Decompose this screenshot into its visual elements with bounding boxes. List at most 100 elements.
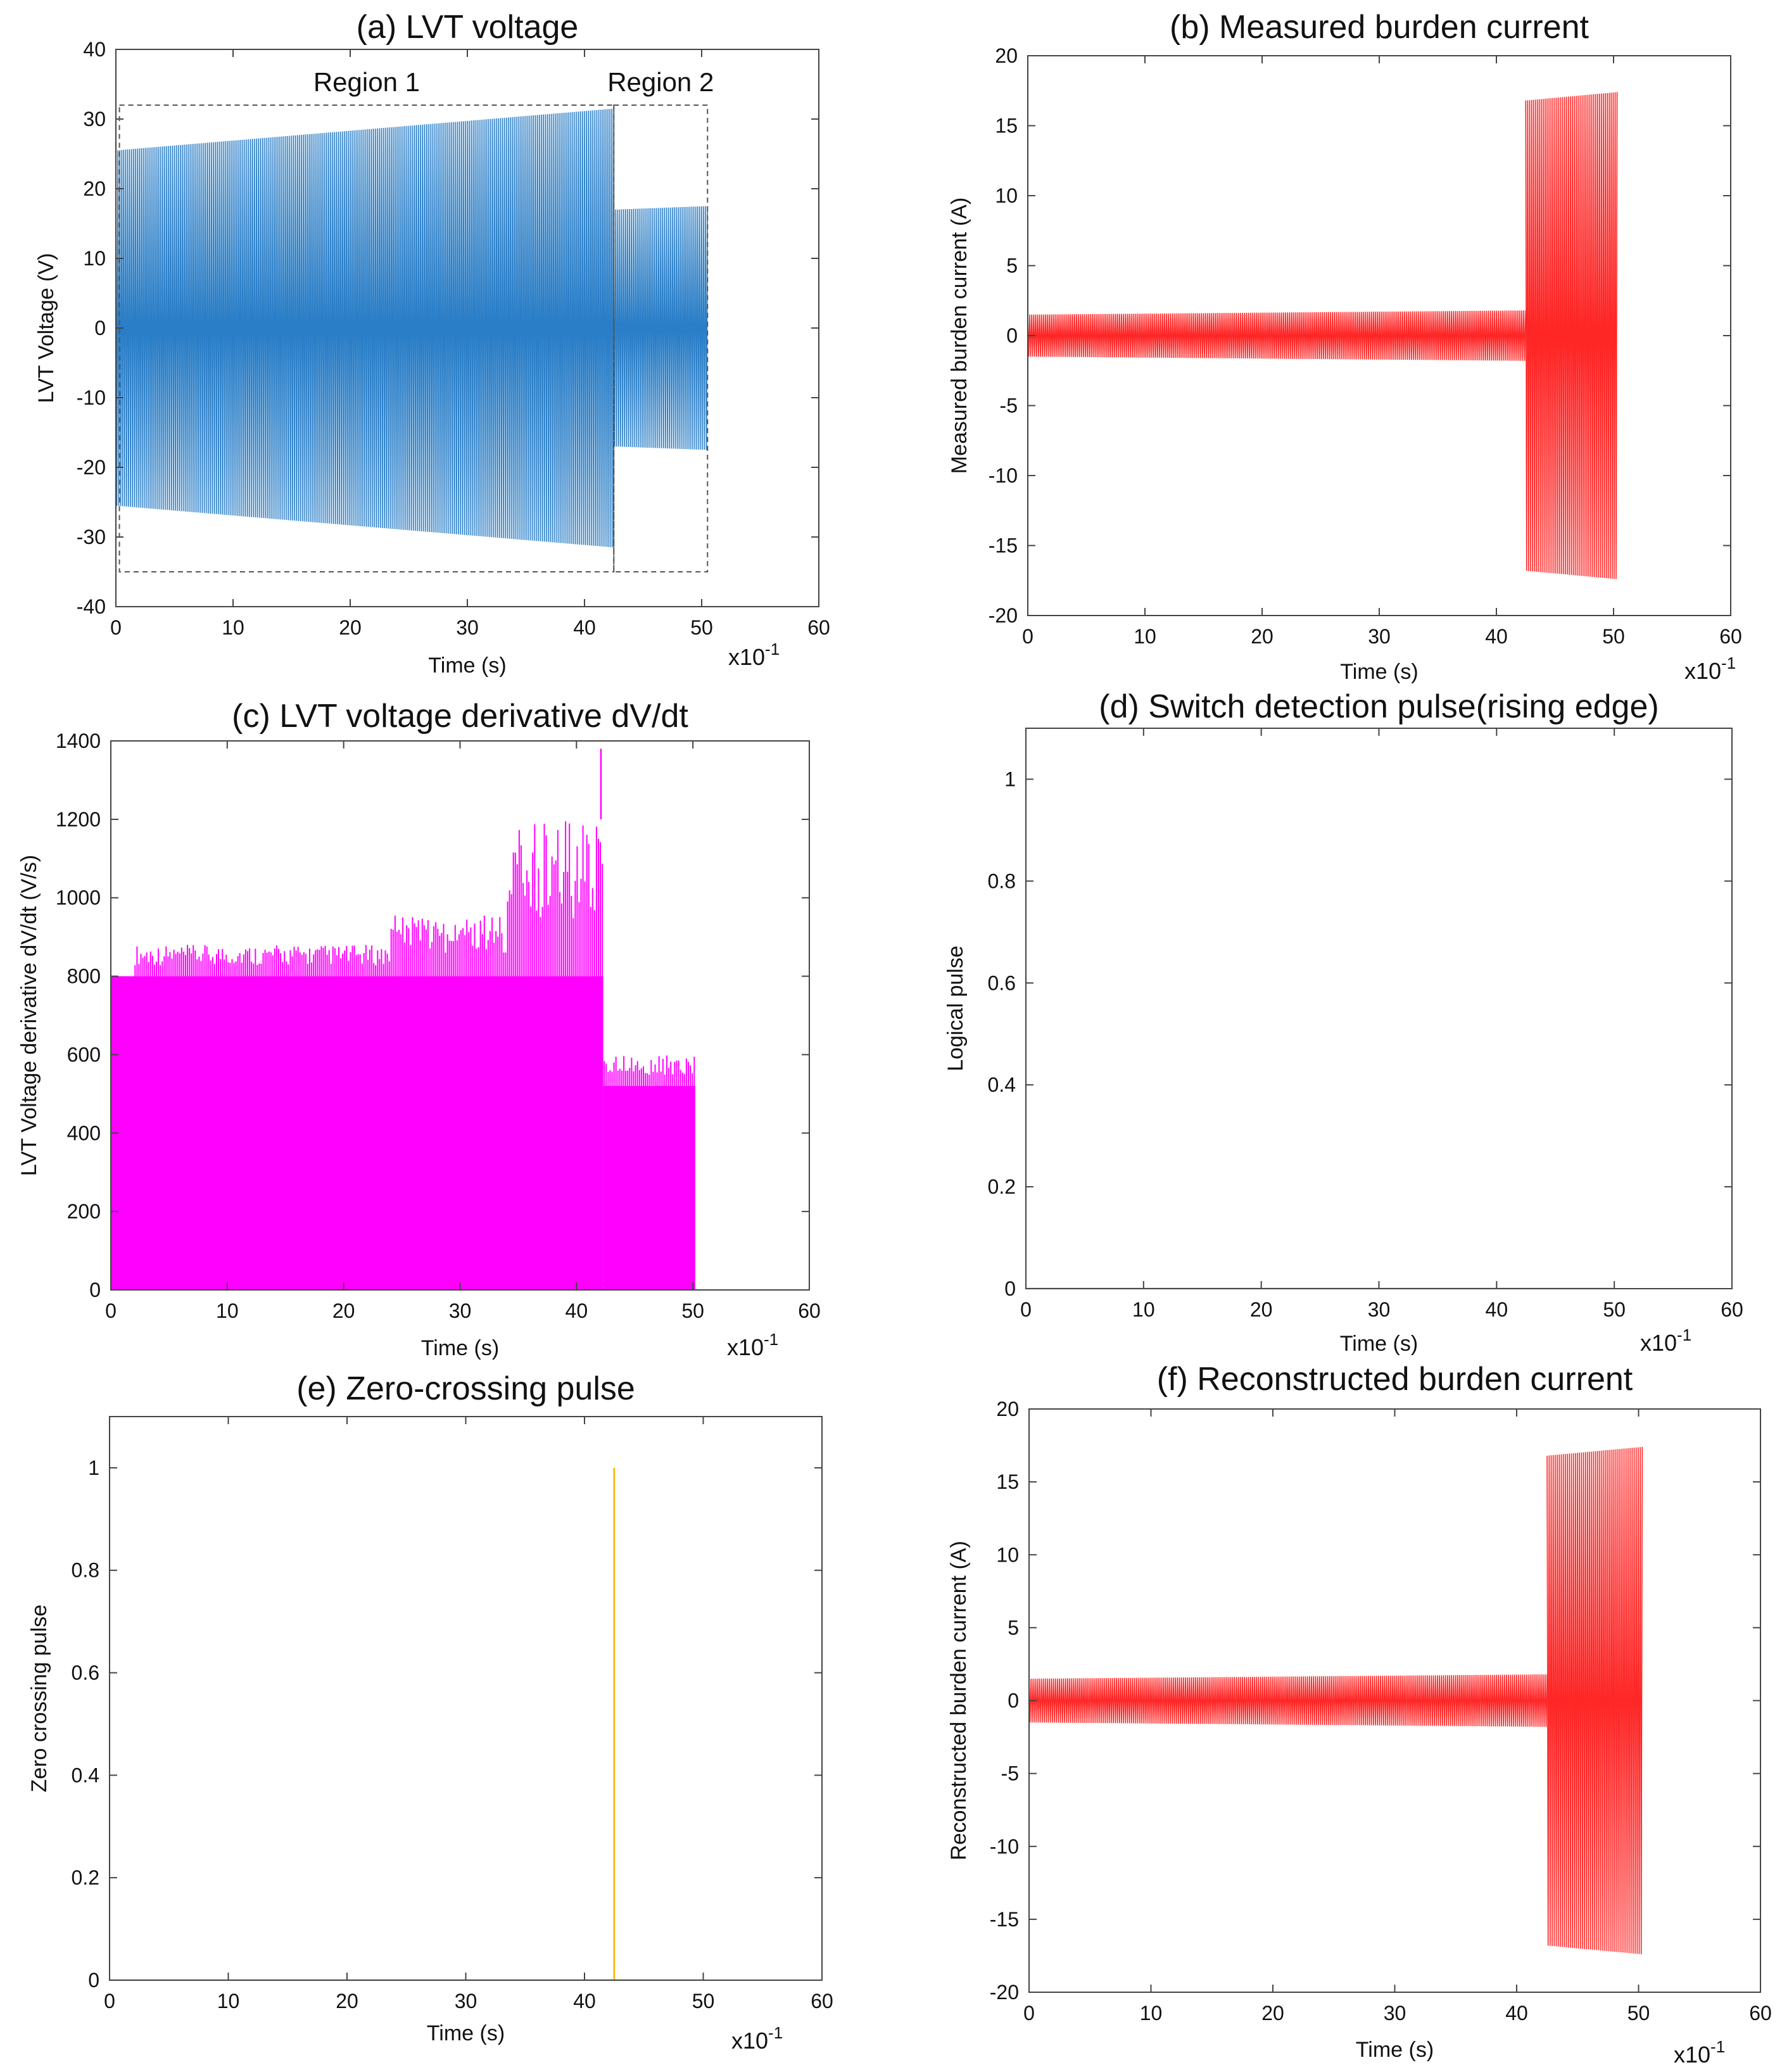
panel-d-xlabel: Time (s) bbox=[1340, 1332, 1418, 1356]
panel-e-series-0-line bbox=[110, 1467, 704, 1980]
region-label-1: Region 1 bbox=[313, 67, 420, 97]
panel-f-ytick-label: 20 bbox=[996, 1398, 1019, 1420]
panel-c-xtick-label: 30 bbox=[449, 1299, 472, 1322]
panel-d-ytick-label: 0.8 bbox=[988, 869, 1016, 892]
panel-e: (e) Zero-crossing pulse 0 10 20 30 40 50 60 0 0.2… bbox=[27, 1370, 833, 2054]
panel-c-xtick-label: 40 bbox=[566, 1299, 588, 1322]
panel-a-title: (a) LVT voltage bbox=[357, 9, 579, 46]
panel-c-series-0-fill-1 bbox=[603, 1085, 695, 1290]
panel-f-xlabel: Time (s) bbox=[1356, 2038, 1434, 2062]
panel-d-ylabel: Logical pulse bbox=[944, 945, 968, 1071]
panel-b-xtick-label: 60 bbox=[1719, 625, 1742, 648]
panel-d-ytick-label: 0.6 bbox=[988, 971, 1016, 994]
panel-a-ytick-label: -10 bbox=[77, 386, 106, 409]
panel-c-series-0-spikes-2 bbox=[507, 821, 603, 976]
panel-a-xtick-label: 30 bbox=[456, 616, 479, 639]
panel-e-data bbox=[110, 1467, 704, 1980]
panel-b-ylabel: Measured burden current (A) bbox=[947, 198, 971, 474]
panel-f-series-0-segment-1 bbox=[1546, 1446, 1643, 1955]
panel-c-xtick-label: 50 bbox=[681, 1299, 704, 1322]
panel-c-series-0-spikes-1 bbox=[390, 915, 507, 976]
panel-c-xlabel: Time (s) bbox=[421, 1336, 499, 1360]
panel-d: (d) Switch detection pulse(rising edge) 0… bbox=[944, 688, 1743, 1356]
panel-e-ytick-label: 0.2 bbox=[72, 1866, 99, 1889]
panel-e-ytick-label: 1 bbox=[88, 1456, 99, 1479]
panel-e-xlabel: Time (s) bbox=[427, 2021, 505, 2045]
panel-b-series-0-segment-0 bbox=[1028, 310, 1527, 361]
panel-b-ytick-label: 10 bbox=[995, 184, 1018, 207]
panel-d-x-exponent: x10-1 bbox=[1640, 1325, 1691, 1356]
panel-f-x-exponent: x10-1 bbox=[1674, 2037, 1725, 2068]
panel-a-xtick-label: 10 bbox=[222, 616, 244, 639]
panel-f-series-0-segment-0 bbox=[1029, 1674, 1548, 1727]
panel-d-title: (d) Switch detection pulse(rising edge) bbox=[1099, 688, 1659, 725]
panel-a-ytick-label: 20 bbox=[83, 177, 106, 200]
panel-e-ytick-label: 0.8 bbox=[72, 1559, 99, 1582]
panel-b-ytick-label: -20 bbox=[989, 604, 1018, 627]
panel-a-ytick-label: -40 bbox=[77, 595, 106, 618]
panel-b-title: (b) Measured burden current bbox=[1170, 9, 1589, 46]
panel-a-xtick-label: 50 bbox=[690, 616, 713, 639]
panel-d-xtick-label: 10 bbox=[1132, 1298, 1155, 1321]
panel-c-xtick-label: 10 bbox=[216, 1299, 239, 1322]
panel-c-ytick-label: 200 bbox=[67, 1200, 101, 1223]
panel-a-series-0-segment-1 bbox=[613, 206, 709, 450]
panel-a-xtick-label: 60 bbox=[807, 616, 830, 639]
panel-c-ytick-label: 1000 bbox=[56, 887, 101, 909]
panel-f-ytick-label: 15 bbox=[996, 1470, 1019, 1493]
panel-b-xtick-label: 30 bbox=[1368, 625, 1391, 648]
panel-e-x-exponent: x10-1 bbox=[731, 2023, 783, 2054]
panel-d-xtick-label: 50 bbox=[1603, 1298, 1626, 1321]
panel-b-xtick-label: 0 bbox=[1022, 625, 1033, 648]
panel-e-ytick-label: 0 bbox=[88, 1969, 99, 1992]
panel-e-xtick-label: 60 bbox=[811, 1990, 833, 2012]
panel-c-xtick-label: 0 bbox=[105, 1299, 117, 1322]
panel-c-ylabel: LVT Voltage derivative dV/dt (V/s) bbox=[17, 855, 41, 1176]
panel-e-title: (e) Zero-crossing pulse bbox=[296, 1370, 635, 1407]
panel-b-xlabel: Time (s) bbox=[1340, 660, 1418, 684]
panel-e-xtick-label: 40 bbox=[573, 1990, 596, 2012]
panel-c-xtick-label: 20 bbox=[332, 1299, 355, 1322]
panel-d-ytick-label: 0.2 bbox=[988, 1175, 1016, 1198]
panel-a-ylabel: LVT Voltage (V) bbox=[34, 253, 58, 403]
panel-a-ytick-label: 30 bbox=[83, 108, 106, 130]
panel-e-xtick-label: 10 bbox=[217, 1990, 240, 2012]
panel-b-xtick-label: 40 bbox=[1485, 625, 1508, 648]
panel-f-xtick-label: 40 bbox=[1505, 2002, 1528, 2025]
panel-d-xtick-label: 60 bbox=[1721, 1298, 1743, 1321]
panel-b-ytick-label: -5 bbox=[1000, 395, 1018, 417]
panel-d-ytick-label: 0.4 bbox=[988, 1073, 1016, 1096]
panel-f-xtick-label: 60 bbox=[1749, 2002, 1772, 2025]
panel-a-ytick-label: 40 bbox=[83, 38, 106, 61]
panel-f-ytick-label: 5 bbox=[1008, 1616, 1019, 1639]
panel-a-xlabel: Time (s) bbox=[428, 654, 506, 678]
panel-a-xtick-label: 20 bbox=[339, 616, 362, 639]
panel-a: (a) LVT voltage 0 10 20 30 40 50 60 -40 -30 -20 -10… bbox=[34, 9, 830, 678]
panel-c-data bbox=[111, 749, 695, 1290]
region-box-2 bbox=[613, 104, 709, 572]
panel-f-ytick-label: -20 bbox=[990, 1981, 1019, 2004]
panel-c-series-0-spikes-0 bbox=[134, 945, 390, 976]
panel-f-ylabel: Reconstructed burden current (A) bbox=[947, 1541, 971, 1860]
panel-b-ytick-label: 0 bbox=[1006, 324, 1018, 347]
panel-f-ytick-label: -10 bbox=[990, 1835, 1019, 1858]
panel-b-ytick-label: 5 bbox=[1006, 255, 1018, 277]
panel-c-ytick-label: 800 bbox=[67, 965, 101, 988]
panel-b-xtick-label: 50 bbox=[1602, 625, 1625, 648]
panel-e-xtick-label: 20 bbox=[336, 1990, 358, 2012]
panel-b-data bbox=[1028, 92, 1618, 579]
panel-f-ytick-label: 10 bbox=[996, 1543, 1019, 1566]
panel-c-x-exponent: x10-1 bbox=[727, 1330, 778, 1360]
panel-f: (f) Reconstructed burden current 0 10 20 30 4… bbox=[947, 1361, 1772, 2068]
panel-c-ytick-label: 400 bbox=[67, 1121, 101, 1144]
panel-f-xtick-label: 30 bbox=[1384, 2002, 1406, 2025]
panel-c-ytick-label: 600 bbox=[67, 1043, 101, 1066]
panel-f-data bbox=[1029, 1446, 1643, 1955]
panel-b-x-exponent: x10-1 bbox=[1684, 654, 1736, 684]
panel-e-xtick-label: 30 bbox=[455, 1990, 477, 2012]
panel-b-xtick-label: 10 bbox=[1134, 625, 1156, 648]
panel-a-xtick-label: 0 bbox=[110, 616, 122, 639]
panel-c-ytick-label: 1200 bbox=[56, 808, 101, 831]
